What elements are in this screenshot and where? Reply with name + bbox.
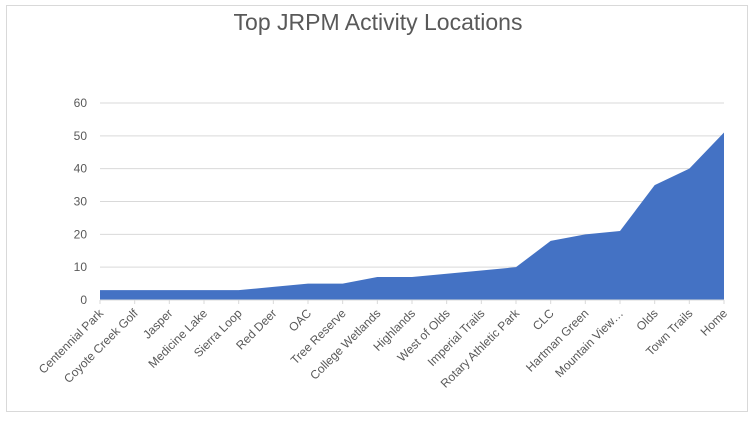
x-tick-label: Home (698, 306, 731, 339)
x-tick-label: Olds (633, 306, 660, 333)
y-tick-label: 60 (74, 96, 88, 110)
y-tick-label: 40 (74, 162, 88, 176)
area-series (100, 132, 724, 300)
series-area (100, 132, 724, 301)
y-tick-label: 30 (74, 195, 88, 209)
y-tick-label: 10 (74, 260, 88, 274)
x-tick-label: OAC (286, 306, 315, 335)
y-tick-label: 50 (74, 129, 88, 143)
y-tick-label: 20 (74, 227, 88, 241)
y-tick-label: 0 (80, 293, 87, 307)
x-tick-label: CLC (530, 306, 557, 333)
y-axis: 0 10 20 30 40 50 60 (74, 96, 88, 307)
chart-title: Top JRPM Activity Locations (233, 9, 523, 35)
chart-frame (6, 5, 748, 412)
